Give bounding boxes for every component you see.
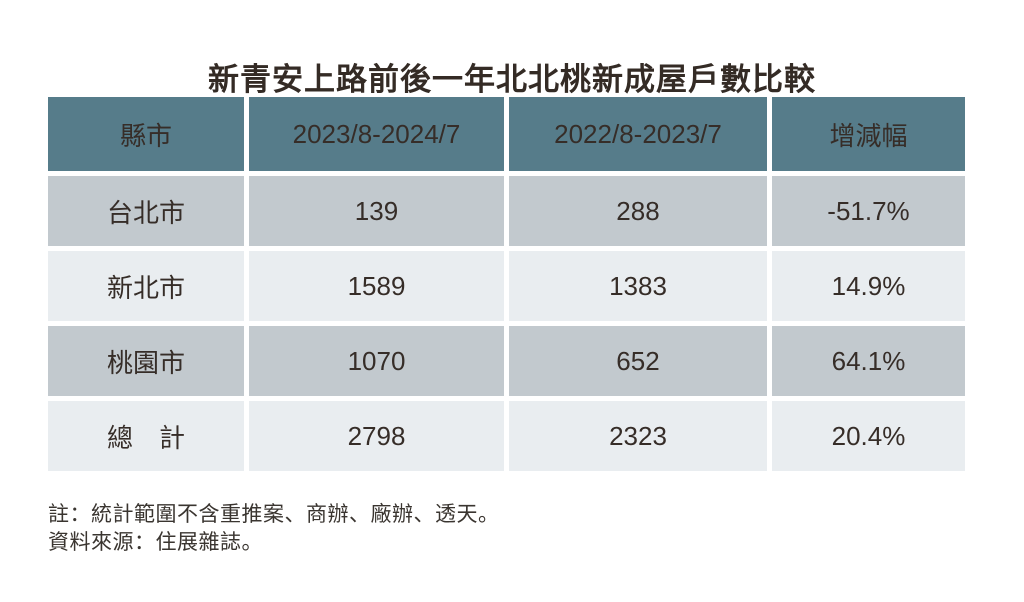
cell-change: 20.4%	[772, 401, 965, 471]
cell-change: 64.1%	[772, 326, 965, 396]
cell-city: 桃園市	[48, 326, 244, 396]
column-header-change: 增減幅	[772, 97, 965, 171]
column-header-city: 縣市	[48, 97, 244, 171]
cell-period-new: 2798	[249, 401, 504, 471]
cell-city: 新北市	[48, 251, 244, 321]
table-row: 台北市 139 288 -51.7%	[48, 176, 965, 246]
footnote-scope: 註：統計範圍不含重推案、商辦、廠辦、透天。	[48, 503, 500, 526]
cell-period-old: 1383	[509, 251, 767, 321]
cell-change: 14.9%	[772, 251, 965, 321]
footnote-source: 資料來源：住展雜誌。	[48, 531, 263, 554]
housing-comparison-table: 縣市 2023/8-2024/7 2022/8-2023/7 增減幅 台北市 1…	[43, 92, 970, 476]
cell-period-old: 2323	[509, 401, 767, 471]
footnotes: 註：統計範圍不含重推案、商辦、廠辦、透天。 資料來源：住展雜誌。	[48, 501, 500, 557]
cell-city: 台北市	[48, 176, 244, 246]
cell-city: 總 計	[48, 401, 244, 471]
cell-period-new: 1589	[249, 251, 504, 321]
cell-change: -51.7%	[772, 176, 965, 246]
column-header-period-new: 2023/8-2024/7	[249, 97, 504, 171]
table-row-total: 總 計 2798 2323 20.4%	[48, 401, 965, 471]
column-header-period-old: 2022/8-2023/7	[509, 97, 767, 171]
table-row: 桃園市 1070 652 64.1%	[48, 326, 965, 396]
table-row: 新北市 1589 1383 14.9%	[48, 251, 965, 321]
table-header-row: 縣市 2023/8-2024/7 2022/8-2023/7 增減幅	[48, 97, 965, 171]
cell-period-new: 139	[249, 176, 504, 246]
cell-period-old: 288	[509, 176, 767, 246]
page-title: 新青安上路前後一年北北桃新成屋戶數比較	[208, 62, 816, 97]
cell-period-old: 652	[509, 326, 767, 396]
cell-period-new: 1070	[249, 326, 504, 396]
